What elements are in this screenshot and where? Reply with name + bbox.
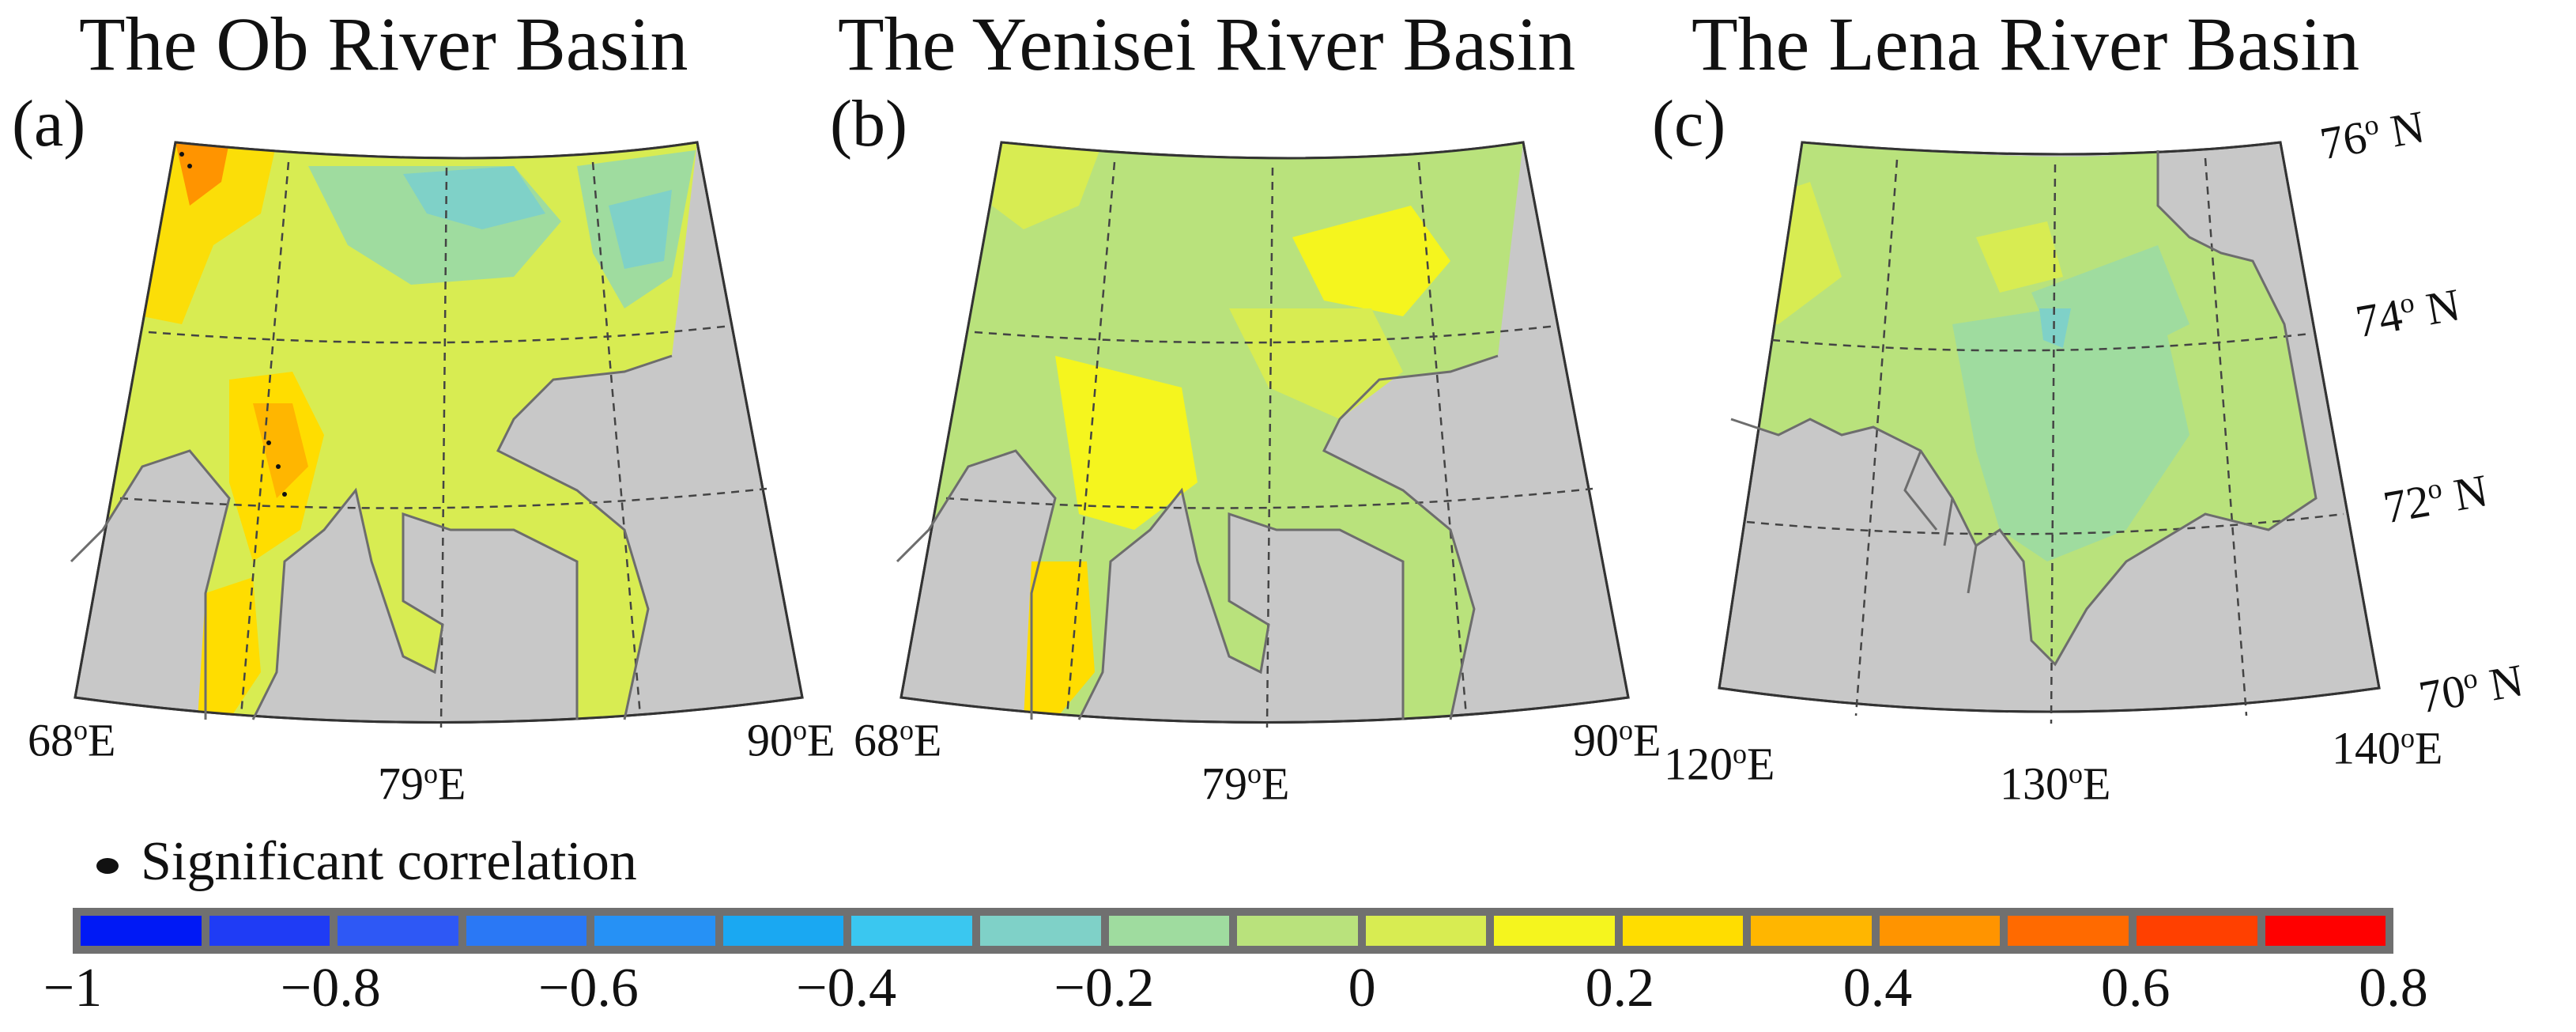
legend-label: Significant correlation (141, 831, 637, 892)
colorbar-swatch (979, 916, 1101, 946)
panel-b-coastline (896, 354, 1499, 720)
panel-b-lon-mid: 79oE (1201, 758, 1290, 810)
colorbar-tick-label: 0.2 (1585, 958, 1655, 1019)
colorbar-swatch (209, 916, 330, 946)
panel-c-title: The Lena River Basin (1692, 2, 2360, 86)
colorbar-tick-label: 0 (1348, 958, 1376, 1019)
colorbar-tick-label: −0.6 (537, 958, 639, 1019)
panel-b-label: (b) (830, 87, 907, 161)
colorbar-swatch (1751, 916, 1872, 946)
panel-a-lon-right: 90oE (747, 714, 835, 766)
lat-label-76: 76o N (2316, 100, 2429, 170)
colorbar-swatch (1237, 916, 1358, 946)
panel-a-significant-markers (179, 152, 287, 497)
panel-a-title: The Ob River Basin (79, 2, 688, 86)
colorbar-tick-label: −1 (43, 958, 103, 1019)
panel-a-frame (74, 141, 804, 724)
panel-a-map (70, 141, 804, 728)
colorbar-swatch (2008, 916, 2129, 946)
panel-b-title: The Yenisei River Basin (838, 2, 1576, 86)
colorbar-swatch (1494, 916, 1615, 946)
colorbar (73, 908, 2393, 954)
colorbar-swatch (722, 916, 844, 946)
colorbar-swatch (2265, 916, 2386, 946)
colorbar-tick-label: −0.4 (796, 958, 897, 1019)
panel-c-lon-mid: 130oE (2000, 758, 2111, 810)
significant-marker-icon (96, 858, 119, 874)
panel-a-graticule (119, 161, 768, 728)
colorbar-swatch (2137, 916, 2257, 946)
panel-c-lon-right: 140oE (2332, 722, 2443, 774)
panel-c-frame (1718, 141, 2381, 713)
panel-c-label: (c) (1652, 87, 1726, 161)
panel-a-lon-left: 68oE (28, 714, 116, 766)
panel-b-graticule (945, 161, 1593, 728)
colorbar-swatch (851, 916, 972, 946)
panel-a-ocean-field (75, 142, 697, 720)
colorbar-swatch (338, 916, 458, 946)
panel-b-lon-right: 90oE (1573, 714, 1661, 766)
colorbar-swatch (594, 916, 715, 946)
panel-c-coastline (1730, 150, 2318, 667)
panel-b-frame (900, 141, 1630, 724)
panel-b-lon-left: 68oE (854, 714, 942, 766)
colorbar-tick-label: 0.6 (2101, 958, 2171, 1019)
panel-b-map (896, 141, 1630, 728)
lat-label-70: 70o N (2415, 654, 2528, 724)
colorbar-swatch (1879, 916, 2001, 946)
colorbar-swatch (1108, 916, 1230, 946)
panel-c-map (1718, 141, 2381, 724)
panel-a-lon-mid: 79oE (378, 758, 466, 810)
panel-c-lon-left: 120oE (1664, 738, 1775, 790)
colorbar-swatch (1365, 916, 1487, 946)
colorbar-tick-label: 0.4 (1842, 958, 1913, 1019)
panel-a-coastline (70, 354, 673, 720)
colorbar-tick-label: −0.8 (280, 958, 381, 1019)
colorbar-swatch (81, 916, 202, 946)
colorbar-swatch (466, 916, 587, 946)
panel-a-label: (a) (12, 87, 86, 161)
colorbar-tick-label: −0.2 (1054, 958, 1155, 1019)
colorbar-tick-label: 0.8 (2359, 958, 2428, 1019)
panel-c-graticule (1746, 157, 2344, 724)
colorbar-swatch (1622, 916, 1744, 946)
